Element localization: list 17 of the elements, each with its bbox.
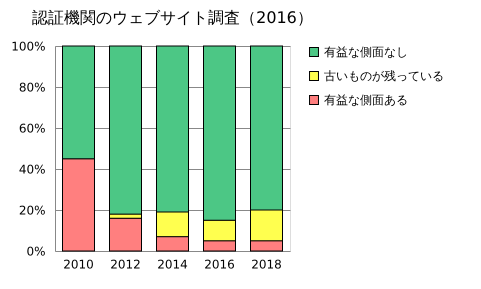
x-tick-label: 2014	[157, 258, 188, 272]
legend-label: 古いものが残っている	[324, 69, 444, 83]
y-tick-label: 20%	[18, 204, 46, 218]
x-tick-label: 2016	[204, 258, 235, 272]
y-tick-label: 80%	[18, 80, 46, 94]
x-tick-label: 2010	[63, 258, 94, 272]
y-tick-label: 0%	[26, 244, 46, 258]
x-tick-label: 2018	[251, 258, 282, 272]
bar	[109, 218, 142, 252]
y-tick-label: 40%	[18, 162, 46, 176]
chart-title: 認証機関のウェブサイト調査（2016）	[32, 8, 313, 27]
y-tick-label: 100%	[11, 40, 46, 54]
legend-label: 有益な側面ある	[324, 93, 408, 107]
legend-label: 有益な側面なし	[324, 45, 408, 59]
x-tick-label: 2012	[110, 258, 141, 272]
bar	[109, 46, 142, 215]
y-tick-label: 60%	[18, 122, 46, 136]
